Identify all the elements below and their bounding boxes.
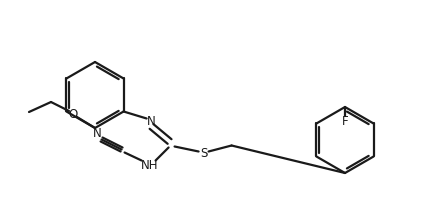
Text: N: N <box>93 127 102 140</box>
Text: S: S <box>200 147 207 160</box>
Text: N: N <box>147 115 156 128</box>
Text: NH: NH <box>141 159 158 172</box>
Text: O: O <box>69 107 78 121</box>
Text: F: F <box>342 114 348 128</box>
